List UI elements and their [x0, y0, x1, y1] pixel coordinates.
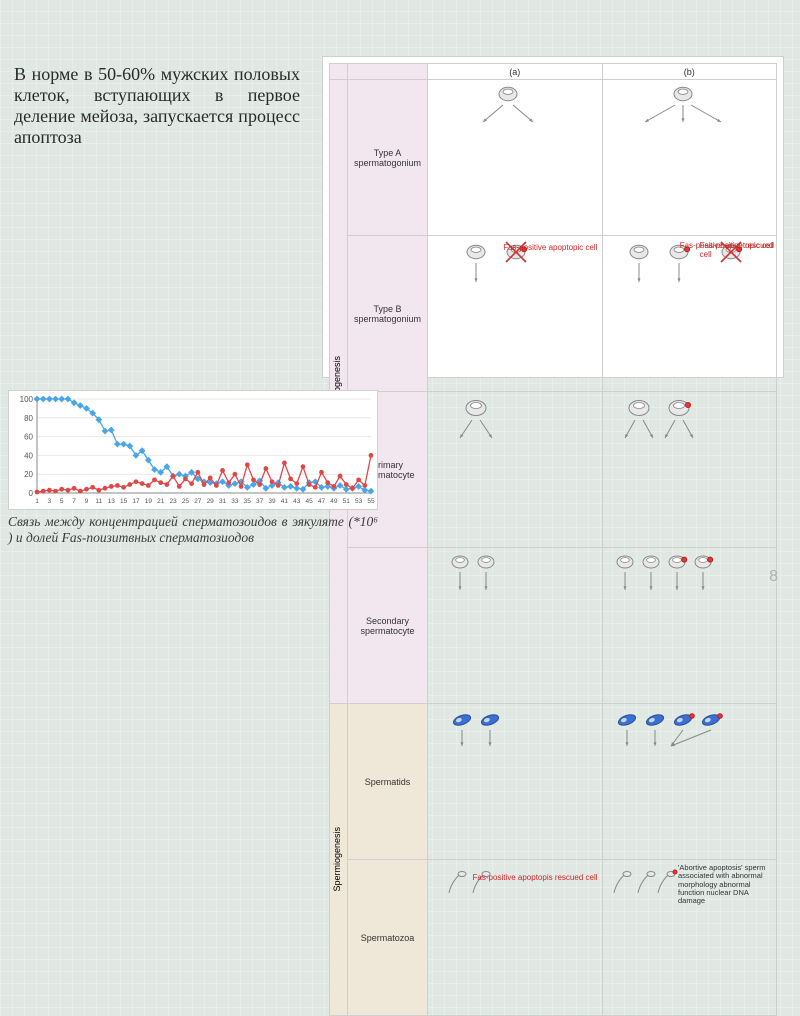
svg-text:13: 13 [108, 498, 116, 505]
diagram-col-a: (a) [428, 64, 603, 80]
label-fas-apoptic-a: Fas-positive apoptopic cell [503, 244, 597, 253]
group-spermiogenesis: Spermiogenesis [330, 825, 344, 894]
chart-caption: Связь между концентрацией сперматозоидов… [8, 514, 378, 546]
svg-text:51: 51 [343, 498, 351, 505]
svg-text:0: 0 [29, 489, 34, 498]
svg-text:9: 9 [85, 498, 89, 505]
svg-text:29: 29 [207, 498, 215, 505]
svg-text:40: 40 [24, 451, 33, 460]
stage-5: Spermatozoa [348, 860, 428, 1016]
concentration-chart: 0204060801001357911131517192123252729313… [8, 390, 378, 510]
svg-text:5: 5 [60, 498, 64, 505]
svg-text:53: 53 [355, 498, 363, 505]
spermatogenesis-diagram: (a) (b) Spermatogenesis Type A spermatog… [322, 56, 784, 378]
svg-text:37: 37 [256, 498, 264, 505]
svg-text:100: 100 [20, 395, 34, 404]
svg-text:47: 47 [318, 498, 326, 505]
svg-text:80: 80 [24, 414, 33, 423]
diagram-col-b: (b) [602, 64, 777, 80]
svg-text:41: 41 [281, 498, 289, 505]
label-fas-apoptic-b: Fas-positive apoptopic cell [680, 242, 774, 251]
svg-text:20: 20 [24, 470, 33, 479]
label-fas-apoptosis-rescued: Fas-positive apoptopis rescued cell [473, 874, 598, 883]
svg-text:45: 45 [306, 498, 314, 505]
main-paragraph: В норме в 50-60% мужских половых клеток,… [14, 64, 300, 148]
svg-text:27: 27 [194, 498, 202, 505]
svg-text:3: 3 [48, 498, 52, 505]
svg-text:7: 7 [72, 498, 76, 505]
label-abortive: 'Abortive apoptosis' sperm associated wi… [678, 864, 774, 905]
svg-text:25: 25 [182, 498, 190, 505]
svg-text:35: 35 [244, 498, 252, 505]
svg-text:33: 33 [231, 498, 239, 505]
svg-text:55: 55 [367, 498, 375, 505]
svg-text:39: 39 [268, 498, 276, 505]
stage-1: Type B spermatogonium [348, 236, 428, 392]
page-number: 8 [769, 568, 778, 586]
svg-text:43: 43 [293, 498, 301, 505]
svg-text:60: 60 [24, 433, 33, 442]
svg-text:49: 49 [330, 498, 338, 505]
svg-text:11: 11 [95, 498, 102, 505]
stage-4: Spermatids [348, 704, 428, 860]
stage-0: Type A spermatogonium [348, 80, 428, 236]
svg-text:23: 23 [169, 498, 177, 505]
svg-text:21: 21 [157, 498, 165, 505]
svg-text:17: 17 [132, 498, 140, 505]
svg-text:31: 31 [219, 498, 227, 505]
stage-3: Secondary spermatocyte [348, 548, 428, 704]
svg-text:1: 1 [35, 498, 39, 505]
svg-text:19: 19 [145, 498, 153, 505]
svg-text:15: 15 [120, 498, 128, 505]
